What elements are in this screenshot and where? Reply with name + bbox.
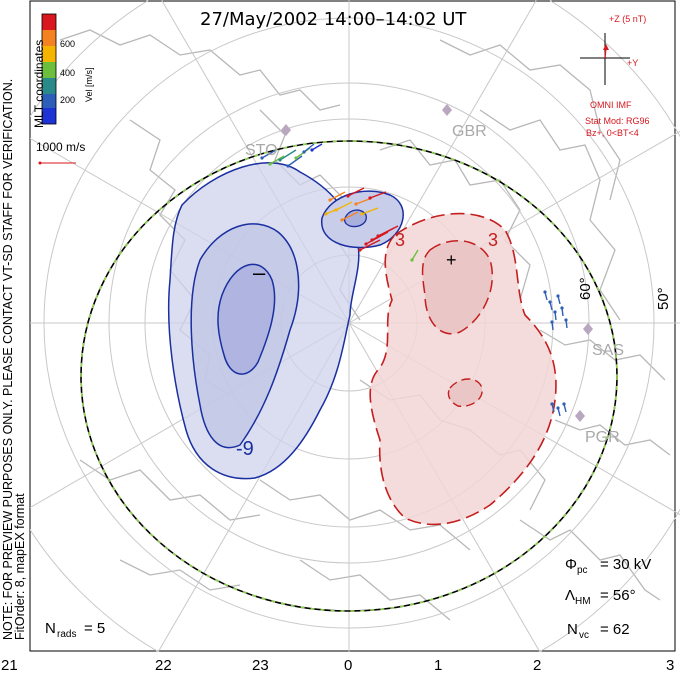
potential-max-sign: + — [446, 250, 457, 270]
mlt-tick-0: 0 — [344, 657, 352, 674]
velocity-colorbar — [41, 13, 57, 125]
contour-label-neg9: -9 — [236, 438, 254, 460]
plot-frame — [29, 0, 676, 652]
mlt-axis: 21 22 23 0 1 2 3 — [1, 657, 674, 674]
radar-marker-sas — [583, 323, 593, 335]
potential-min-sign: – — [253, 260, 266, 285]
colorbar-tick-200: 200 — [60, 95, 75, 105]
hm-boundary-dash — [80, 140, 618, 612]
imf-dial — [580, 33, 630, 85]
vector-scale-dot — [38, 161, 42, 165]
stat-phi-sub: pc — [577, 565, 588, 576]
imf-condition: Bz+, 0<BT<4 — [586, 128, 639, 138]
stat-n-rads: N rads = 5 — [45, 620, 105, 640]
positive-cell-minor — [447, 378, 483, 407]
vector-cluster-red — [358, 225, 419, 262]
radar-markers — [281, 104, 593, 422]
stat-nvc-sub: vc — [579, 630, 589, 641]
colorbar-label: Vel [m/s] — [84, 67, 94, 102]
mlt-tick-3: 3 — [666, 657, 674, 674]
positive-cell-inner — [421, 240, 494, 335]
stat-phi-value: = 30 kV — [600, 556, 651, 573]
contour-label-3b: 3 — [488, 230, 498, 250]
imf-y-label: +Y — [627, 58, 638, 68]
radar-label-pgr: PGR — [585, 429, 620, 446]
negative-cell-inner — [217, 263, 276, 375]
stat-lambda-value: = 56° — [600, 587, 636, 604]
vector-scale-label: 1000 m/s — [36, 140, 85, 154]
colorbar-tick-400: 400 — [60, 68, 75, 78]
stat-nvc-symbol: N — [567, 621, 578, 638]
coastlines — [59, 29, 671, 621]
velocity-vectors — [260, 143, 568, 417]
stat-nrads-value: = 5 — [84, 620, 105, 637]
imf-model: Stat Mod: RG96 — [585, 116, 650, 126]
colorbar-tick-600: 600 — [60, 39, 75, 49]
radar-marker-pgr — [575, 410, 585, 422]
stat-lambda-hm: Λ HM = 56° — [565, 587, 636, 607]
stat-lambda-sub: HM — [575, 596, 591, 607]
radar-label-sas: SAS — [592, 342, 624, 359]
preview-note: NOTE: FOR PREVIEW PURPOSES ONLY. PLEASE … — [1, 79, 15, 640]
lat-label-60: 60° — [577, 277, 594, 300]
mlt-tick-2: 2 — [533, 657, 541, 674]
radar-label-gbr: GBR — [452, 123, 487, 140]
stat-nrads-sub: rads — [57, 629, 76, 640]
vector-cluster-central — [324, 187, 387, 222]
imf-z-label: +Z (5 nT) — [609, 14, 646, 24]
stat-n-vc: N vc = 62 — [567, 621, 630, 641]
contour-label-3a: 3 — [395, 230, 405, 250]
coords-label: MLT coordinates — [32, 40, 46, 128]
mlt-tick-21: 21 — [1, 657, 18, 674]
radar-marker-sto — [281, 124, 291, 136]
mlt-tick-22: 22 — [155, 657, 172, 674]
vector-cluster-sas — [543, 290, 568, 331]
stat-nvc-value: = 62 — [600, 621, 630, 638]
vector-cluster-sto — [260, 143, 323, 168]
radar-label-sto: STO — [245, 142, 278, 159]
radar-marker-gbr — [442, 104, 452, 116]
mlt-tick-1: 1 — [434, 657, 442, 674]
stat-phi-symbol: Φ — [565, 556, 577, 573]
lat-label-50: 50° — [655, 287, 672, 310]
stat-lambda-symbol: Λ — [565, 587, 575, 604]
vector-cluster-pgr — [550, 402, 567, 417]
map-title: 27/May/2002 14:00–14:02 UT — [200, 9, 467, 30]
positive-cell-outer — [369, 212, 557, 526]
stat-nrads-symbol: N — [45, 620, 56, 637]
mlt-tick-23: 23 — [252, 657, 269, 674]
stat-phi-pc: Φ pc = 30 kV — [565, 556, 651, 576]
fit-order-note: FitOrder: 8, mapEX format — [13, 493, 27, 640]
imf-source: OMNI IMF — [590, 100, 632, 110]
